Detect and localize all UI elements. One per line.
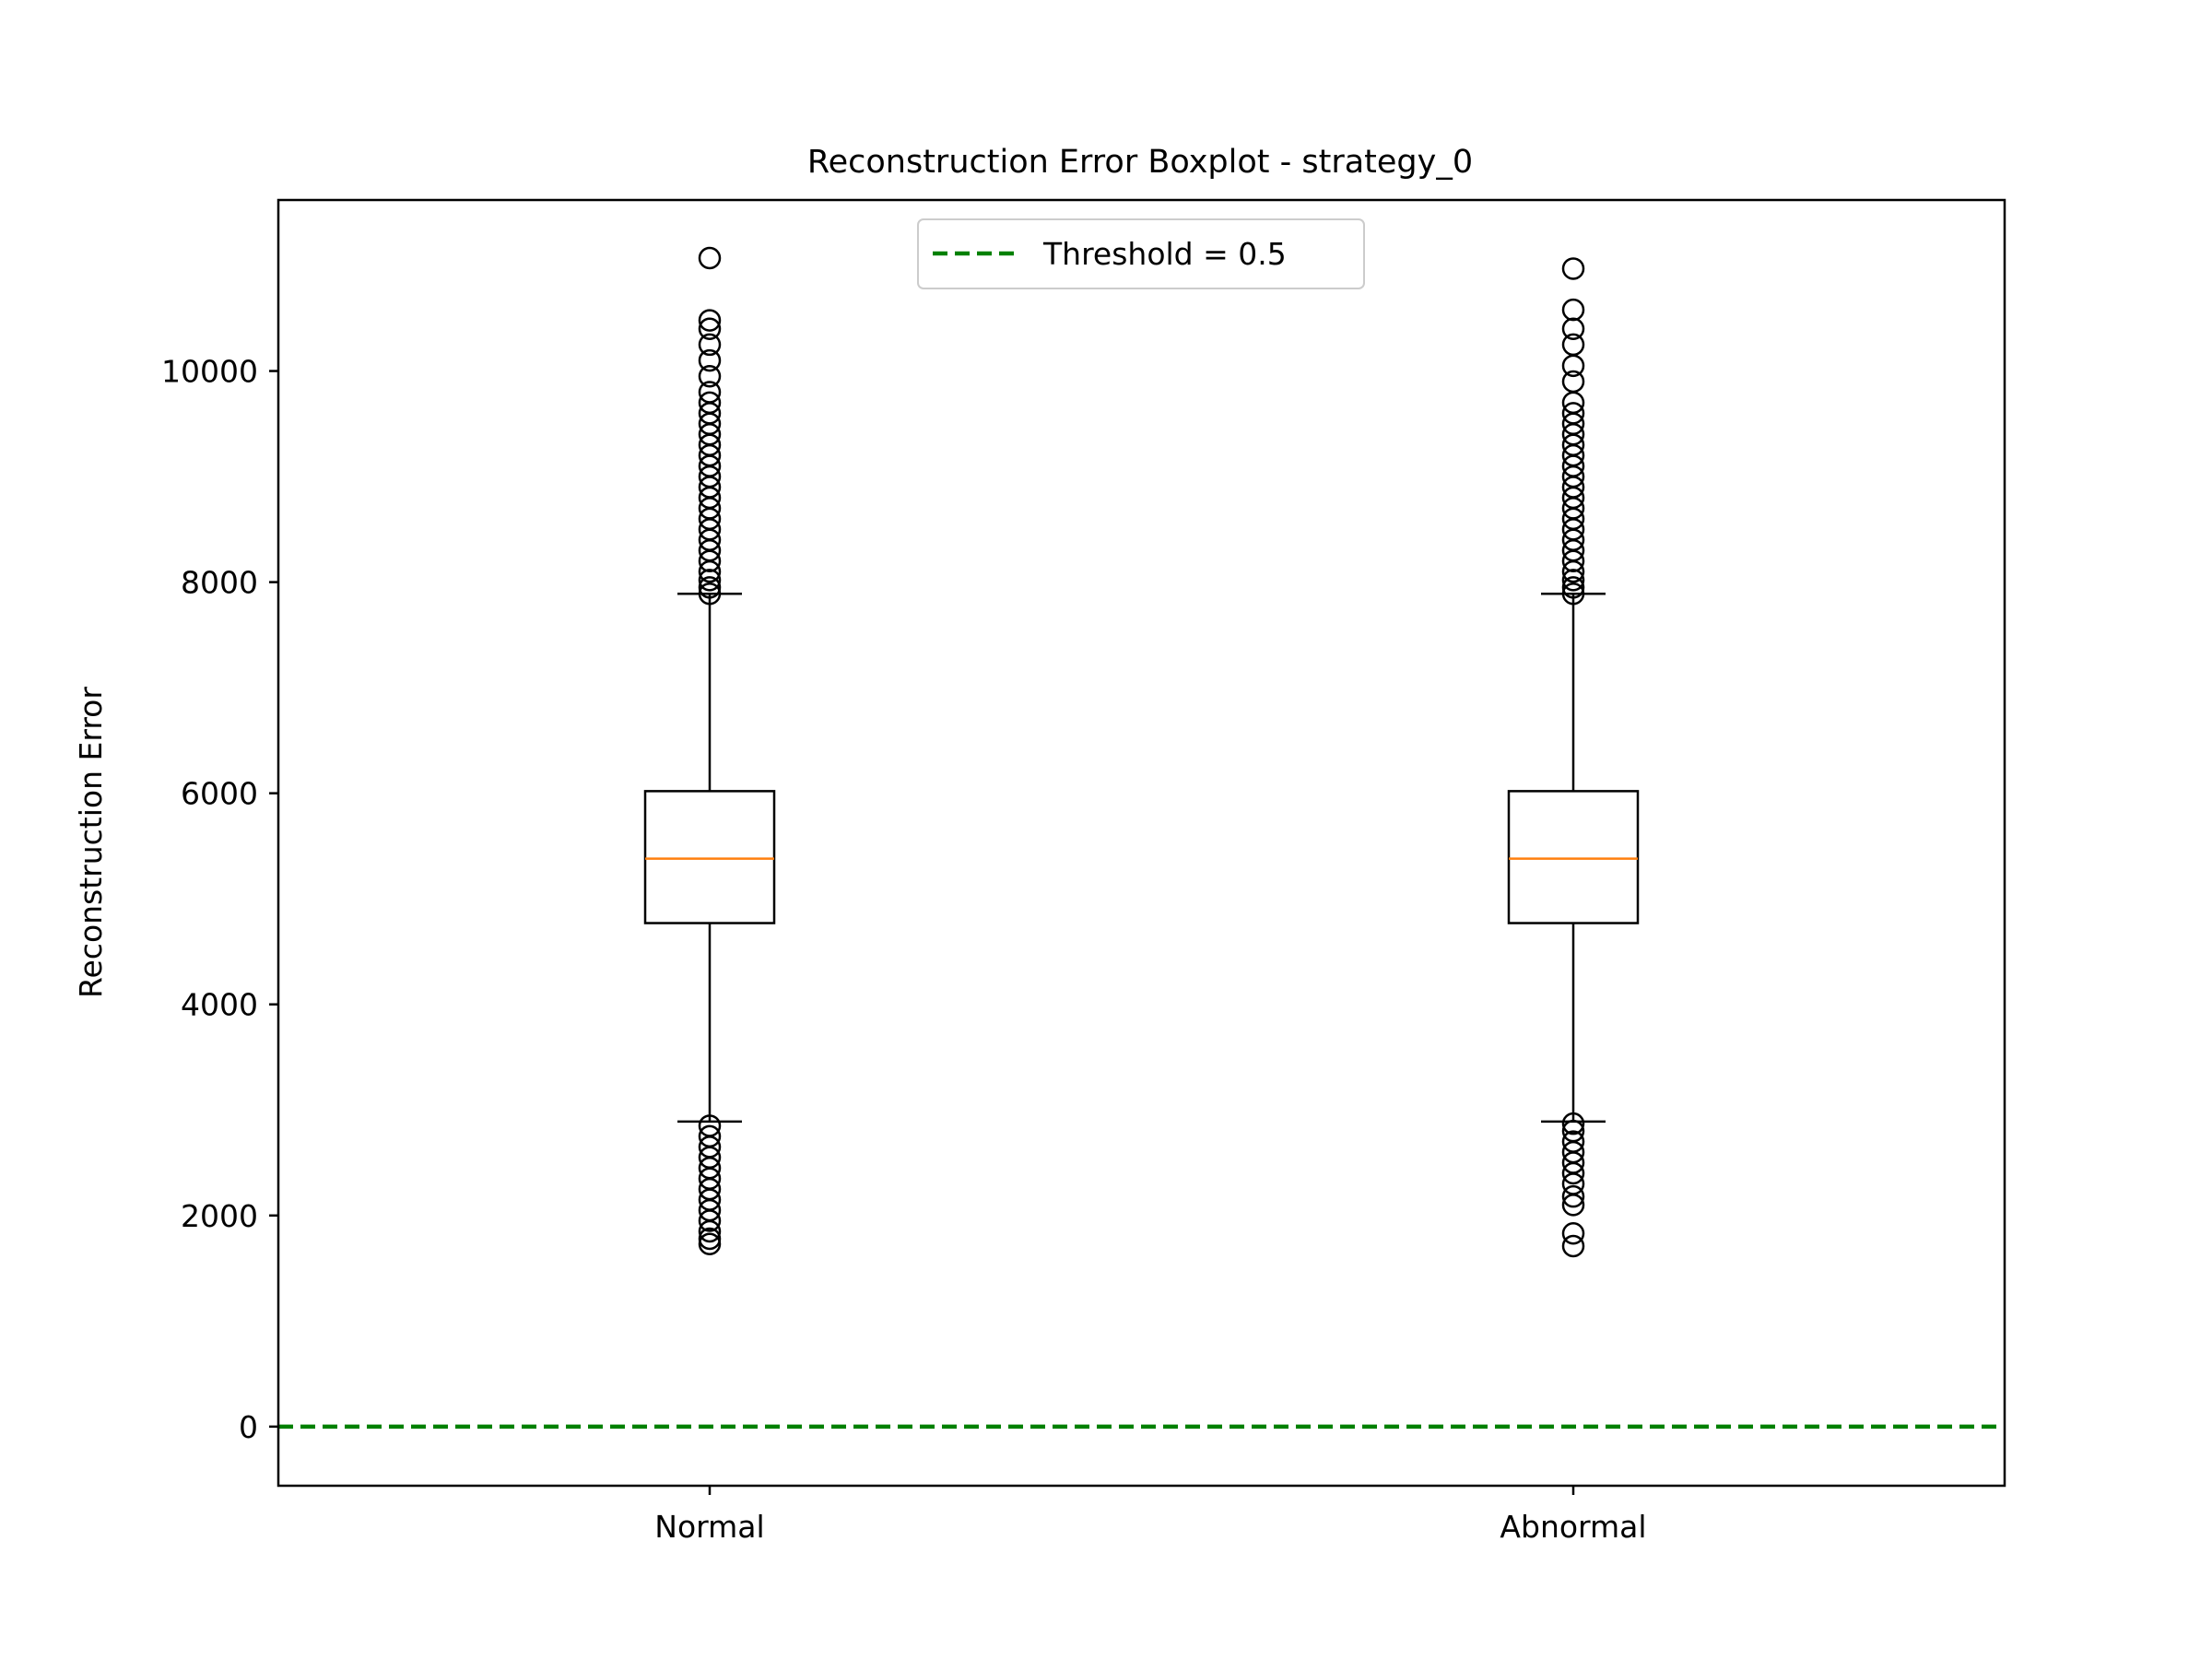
outlier-point (1561, 354, 1585, 378)
outlier-point (1561, 1222, 1585, 1245)
outlier-point (1561, 1184, 1585, 1208)
legend-frame (917, 218, 1365, 289)
outlier-point (698, 348, 722, 372)
outlier-point (698, 582, 722, 606)
legend-threshold-label: Threshold = 0.5 (1042, 236, 1287, 272)
y-tick-label: 2000 (181, 1198, 258, 1234)
outlier-point (1561, 317, 1585, 340)
outlier-point (698, 309, 722, 332)
outlier-point (698, 569, 722, 592)
y-axis-label: Reconstruction Error (73, 687, 109, 998)
box-group-abnormal (1507, 257, 1640, 1258)
outlier-point (698, 333, 722, 357)
outlier-point (1561, 1130, 1585, 1153)
outlier-point (1561, 569, 1585, 592)
outlier-point (1561, 333, 1585, 357)
box-iqr (1507, 790, 1640, 924)
outlier-point (698, 391, 722, 415)
outlier-point (1561, 576, 1585, 599)
axes-frame (276, 198, 2006, 1488)
box-iqr (643, 790, 776, 924)
outlier-point (698, 1227, 722, 1251)
chart-title: Reconstruction Error Boxplot - strategy_… (807, 144, 1473, 181)
outlier-point (698, 246, 722, 270)
outlier-point (698, 317, 722, 340)
outlier-point (1561, 582, 1585, 606)
box-group-normal (643, 246, 776, 1255)
y-tick-label: 6000 (181, 776, 258, 812)
x-tick-label: Abnormal (1500, 1509, 1646, 1545)
y-tick-label: 4000 (181, 987, 258, 1023)
outlier-point (1561, 257, 1585, 280)
outlier-point (1561, 370, 1585, 394)
outlier-point (698, 381, 722, 404)
outlier-point (698, 365, 722, 388)
y-tick-label: 10000 (161, 354, 258, 390)
outlier-point (1561, 1119, 1585, 1143)
outlier-point (698, 1232, 722, 1255)
outlier-point (1561, 1234, 1585, 1258)
outlier-point (1561, 1112, 1585, 1135)
y-tick-label: 8000 (181, 565, 258, 601)
outlier-point (1561, 298, 1585, 322)
outlier-point (698, 576, 722, 599)
outlier-point (698, 1124, 722, 1148)
outlier-point (1561, 402, 1585, 425)
outlier-point (698, 1114, 722, 1137)
legend: Threshold = 0.5 (917, 218, 1365, 289)
y-tick-label: 0 (239, 1409, 258, 1445)
x-tick-label: Normal (654, 1509, 764, 1545)
